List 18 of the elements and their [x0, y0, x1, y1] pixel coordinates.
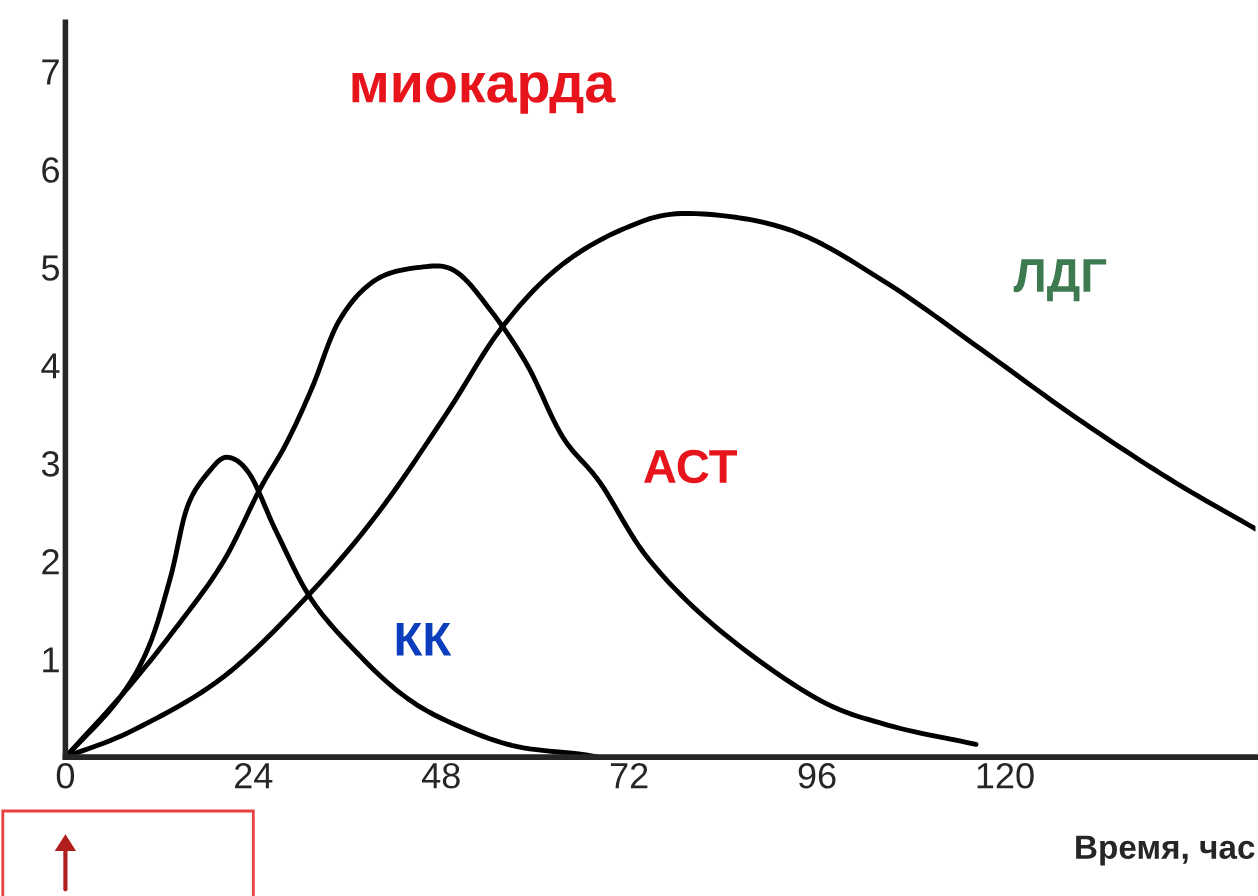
x-tick-label: 48: [421, 762, 460, 789]
text: миокарда: [352, 72, 616, 114]
y-tick-label: 6: [42, 157, 59, 183]
x-tick-label: 120: [977, 762, 1034, 789]
y-tick-label: 1: [43, 647, 59, 673]
series-label: ЛДГ: [1013, 259, 1107, 302]
y-tick-label: 3: [41, 451, 59, 477]
y-tick-label: 4: [41, 353, 60, 379]
y-tick-label: 7: [42, 59, 59, 85]
x-tick-label: 0: [56, 762, 75, 789]
y-tick-label: 5: [41, 255, 60, 281]
series-label: АСТ: [644, 449, 738, 484]
x-axis-title: Время, час: [1076, 835, 1255, 866]
x-tick-label: 96: [798, 762, 836, 789]
x-tick-label: 24: [235, 762, 273, 789]
y-tick-label: 2: [42, 549, 59, 575]
series-label: КК: [396, 622, 452, 656]
x-tick-label: 72: [610, 762, 648, 789]
